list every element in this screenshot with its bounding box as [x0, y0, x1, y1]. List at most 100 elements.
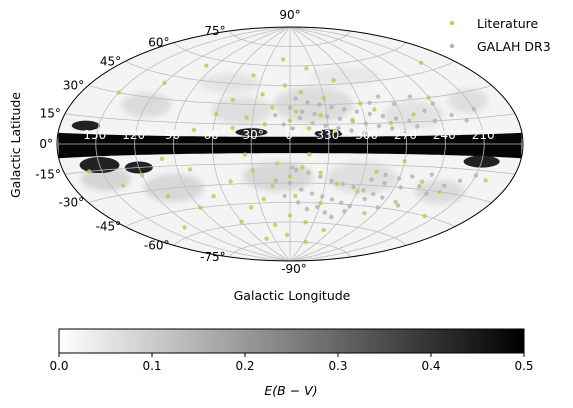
data-point	[337, 116, 342, 122]
legend-marker-literature	[449, 20, 455, 26]
data-point	[300, 165, 305, 170]
data-point	[380, 195, 385, 200]
data-point	[321, 95, 326, 101]
data-point	[372, 107, 377, 112]
longitude-tick-label: 270°	[394, 128, 423, 142]
data-point	[242, 152, 248, 157]
latitude-tick-label: -45°	[96, 220, 122, 234]
data-point	[329, 197, 335, 202]
graticule	[57, 27, 523, 261]
colorbar-ticks: 0.0 0.1 0.2 0.3 0.4 0.5	[49, 353, 534, 373]
data-point	[306, 170, 311, 175]
data-point	[299, 187, 304, 192]
data-point	[369, 177, 374, 182]
data-point	[393, 116, 399, 121]
data-point	[244, 115, 249, 120]
data-point	[402, 159, 407, 164]
longitude-tick-label: 150°	[83, 128, 112, 142]
data-point	[299, 109, 305, 114]
map-outline	[56, 26, 524, 262]
data-point	[471, 107, 477, 112]
data-point	[334, 181, 340, 186]
colorbar-tick-label: 0.2	[235, 359, 254, 373]
data-point	[281, 57, 286, 62]
data-point	[272, 222, 278, 228]
data-point	[442, 183, 447, 188]
data-point	[336, 125, 341, 131]
colorbar: 0.0 0.1 0.2 0.3 0.4 0.5 E(B − V)	[49, 328, 534, 398]
data-point	[320, 194, 325, 199]
data-point	[362, 196, 367, 202]
series-galah-dr3	[273, 94, 479, 220]
series-literature	[87, 57, 488, 245]
data-point	[260, 92, 265, 97]
data-point	[182, 225, 187, 230]
data-point	[282, 83, 288, 88]
data-point	[282, 193, 287, 199]
data-point	[204, 63, 209, 68]
data-point	[297, 115, 303, 121]
data-point	[228, 179, 233, 184]
data-point	[294, 167, 299, 173]
data-point	[418, 60, 424, 65]
data-point	[430, 101, 435, 106]
data-point	[165, 194, 171, 199]
data-point	[310, 120, 315, 126]
data-point	[293, 109, 299, 114]
data-point	[198, 205, 203, 210]
data-point	[287, 118, 293, 123]
data-point	[323, 123, 328, 128]
data-point	[396, 176, 402, 181]
data-point	[307, 152, 312, 157]
longitude-gridline	[289, 27, 407, 261]
colorbar-tick-label: 0.5	[514, 359, 533, 373]
data-point	[306, 126, 312, 131]
data-point	[250, 168, 255, 173]
data-point	[422, 108, 427, 113]
colorbar-label: E(B − V)	[264, 383, 317, 398]
data-point	[304, 207, 310, 212]
data-point	[303, 220, 308, 225]
data-point	[417, 184, 422, 189]
longitude-gridline	[95, 27, 291, 261]
longitude-tick-label: 60°	[204, 128, 225, 142]
data-point	[432, 118, 438, 124]
longitude-tick-label: 330°	[316, 128, 345, 142]
data-point	[295, 200, 301, 205]
longitude-gridline	[289, 27, 485, 261]
data-point	[350, 117, 355, 123]
data-point	[315, 204, 320, 210]
legend-marker-galah	[449, 43, 455, 49]
sky-map	[56, 26, 524, 262]
data-point	[318, 174, 323, 179]
dust-filament	[71, 120, 100, 131]
data-point	[380, 113, 386, 119]
data-point	[382, 181, 387, 186]
data-point	[287, 105, 293, 110]
data-point	[290, 126, 295, 131]
data-point	[211, 194, 216, 199]
data-point	[390, 126, 395, 131]
data-point	[363, 121, 368, 126]
colorbar-tick-label: 0.4	[421, 359, 440, 373]
legend-label-literature: Literature	[477, 16, 539, 31]
data-point	[411, 112, 416, 117]
longitude-tick-label: 300°	[355, 128, 384, 142]
data-point	[410, 174, 415, 179]
legend: Literature GALAH DR3	[449, 16, 551, 54]
data-point	[239, 219, 244, 224]
data-point	[367, 111, 372, 117]
data-point	[287, 213, 293, 218]
data-point	[483, 178, 488, 183]
scatter-points	[87, 57, 488, 245]
data-point	[251, 73, 256, 78]
data-point	[362, 211, 367, 216]
x-axis-label: Galactic Longitude	[234, 288, 351, 303]
data-point	[318, 113, 323, 118]
data-point	[87, 169, 92, 174]
latitude-tick-label: -15°	[35, 167, 61, 181]
longitude-gridline	[289, 27, 446, 261]
data-point	[273, 178, 278, 183]
data-point	[457, 178, 463, 183]
